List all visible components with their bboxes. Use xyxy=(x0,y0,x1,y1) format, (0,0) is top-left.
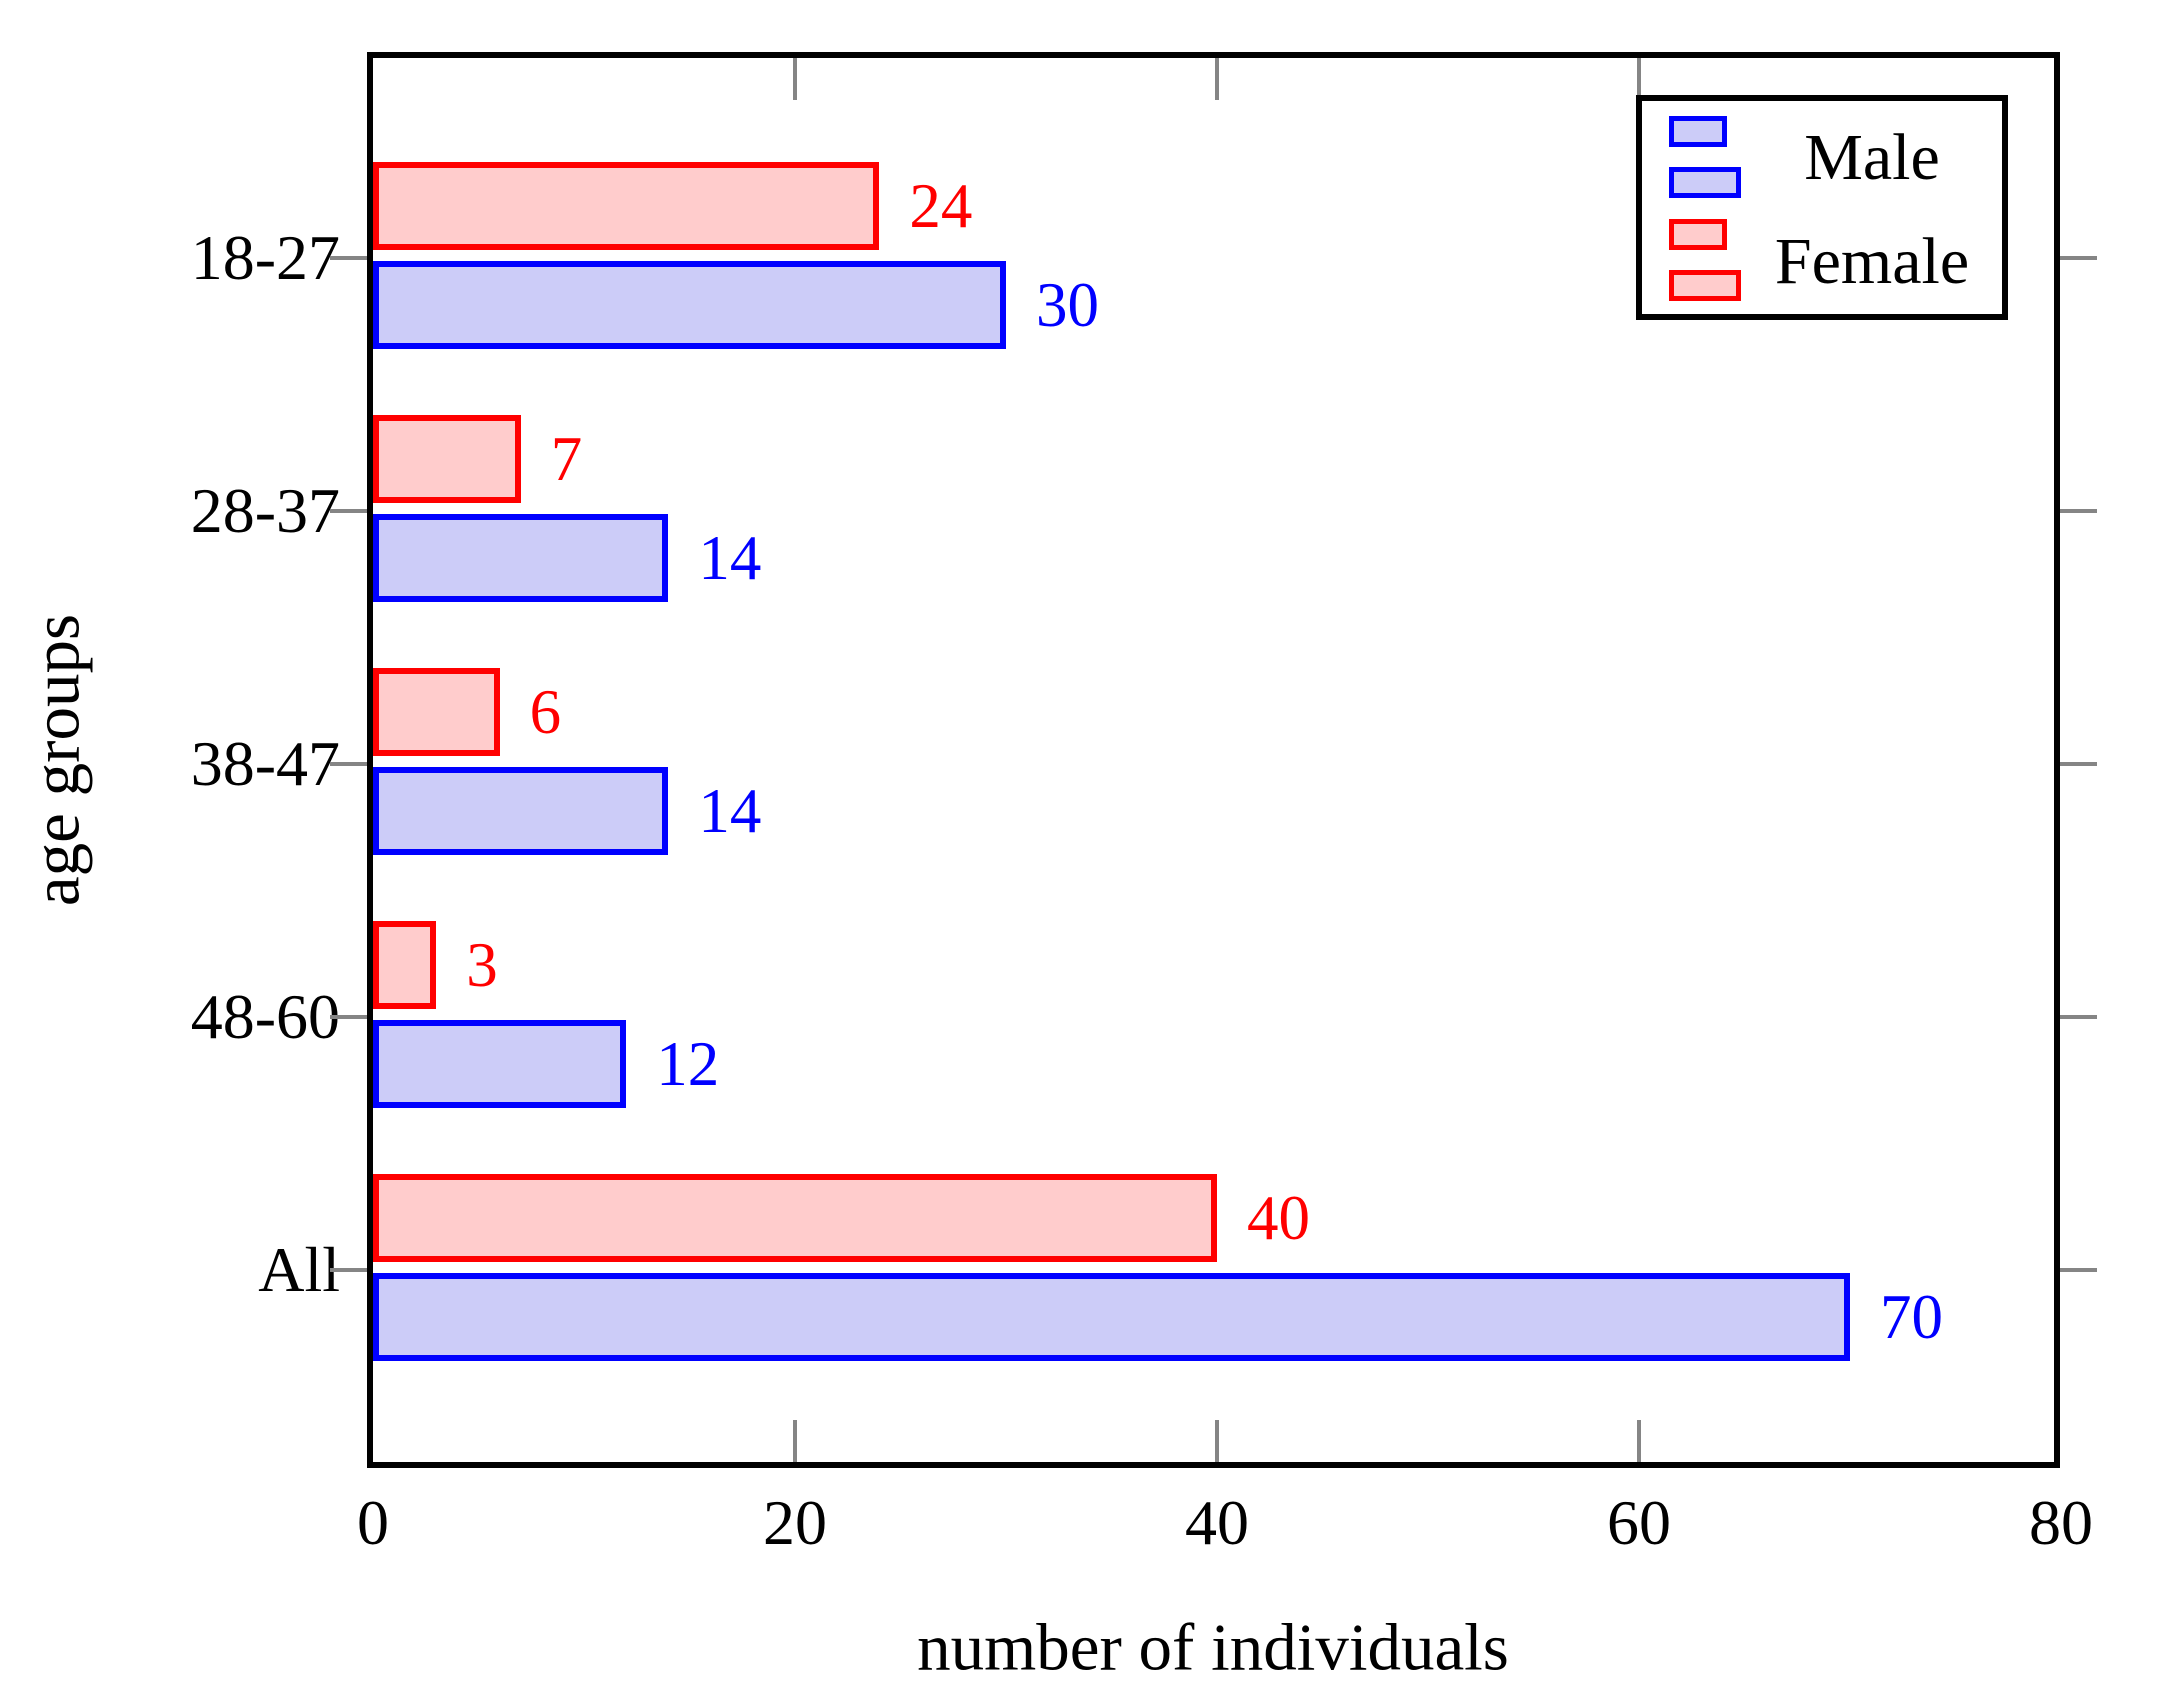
x-tick-label-0: 0 xyxy=(357,1487,389,1558)
bar-value-label-male-48-60: 12 xyxy=(656,1029,720,1099)
bar-female-28-37 xyxy=(373,415,521,503)
bar-male-28-37 xyxy=(373,514,669,602)
x-tick-mark-bottom-60 xyxy=(1637,1420,1641,1462)
legend-label-male: Male xyxy=(1804,121,1940,194)
x-axis-label: number of individuals xyxy=(917,1610,1509,1685)
legend-label-female: Female xyxy=(1774,225,1970,298)
x-tick-label-20: 20 xyxy=(763,1487,827,1558)
bar-value-label-female-18-27: 24 xyxy=(909,171,973,241)
bar-value-label-male-38-47: 14 xyxy=(698,776,762,846)
bar-value-label-female-48-60: 3 xyxy=(466,930,498,1000)
y-tick-mark-right-38-47 xyxy=(2060,762,2097,766)
y-tick-mark-left-18-27 xyxy=(330,256,367,260)
x-tick-label-80: 80 xyxy=(2029,1487,2093,1558)
y-tick-label-18-27: 18-27 xyxy=(190,222,340,293)
y-tick-mark-right-All xyxy=(2060,1268,2097,1272)
bar-male-48-60 xyxy=(373,1020,627,1108)
bar-male-18-27 xyxy=(373,261,1006,349)
y-tick-label-28-37: 28-37 xyxy=(190,475,340,546)
x-tick-mark-bottom-20 xyxy=(793,1420,797,1462)
legend-swatch-male-1 xyxy=(1669,116,1727,147)
y-tick-mark-right-48-60 xyxy=(2060,1015,2097,1019)
y-tick-label-All: All xyxy=(258,1234,340,1305)
x-tick-mark-bottom-40 xyxy=(1215,1420,1219,1462)
x-tick-label-60: 60 xyxy=(1607,1487,1671,1558)
bar-value-label-male-18-27: 30 xyxy=(1036,270,1099,340)
bar-male-38-47 xyxy=(373,767,669,855)
x-tick-mark-top-60 xyxy=(1637,58,1641,100)
bar-value-label-male-28-37: 14 xyxy=(698,523,762,593)
bar-female-38-47 xyxy=(373,668,500,756)
bar-female-18-27 xyxy=(373,162,880,250)
y-tick-label-48-60: 48-60 xyxy=(190,981,340,1052)
legend-swatch-male-2 xyxy=(1669,167,1741,198)
y-tick-mark-right-28-37 xyxy=(2060,509,2097,513)
x-tick-mark-top-20 xyxy=(793,58,797,100)
bar-value-label-female-All: 40 xyxy=(1247,1183,1310,1253)
legend-swatch-female-1 xyxy=(1669,219,1727,250)
y-tick-label-38-47: 38-47 xyxy=(190,728,340,799)
bar-value-label-female-28-37: 7 xyxy=(550,424,583,494)
bar-female-48-60 xyxy=(373,921,437,1009)
y-tick-mark-left-All xyxy=(330,1268,367,1272)
x-tick-label-40: 40 xyxy=(1185,1487,1249,1558)
legend-swatch-female-2 xyxy=(1669,270,1741,301)
bar-male-All xyxy=(373,1273,1850,1361)
y-tick-mark-left-38-47 xyxy=(330,762,367,766)
legend: Male Female xyxy=(1636,95,2008,320)
y-tick-mark-right-18-27 xyxy=(2060,256,2097,260)
y-tick-mark-left-28-37 xyxy=(330,509,367,513)
y-tick-mark-left-48-60 xyxy=(330,1015,367,1019)
bar-value-label-female-38-47: 6 xyxy=(529,677,562,747)
bar-female-All xyxy=(373,1174,1217,1262)
x-tick-mark-top-40 xyxy=(1215,58,1219,100)
bar-value-label-male-All: 70 xyxy=(1880,1282,1943,1352)
